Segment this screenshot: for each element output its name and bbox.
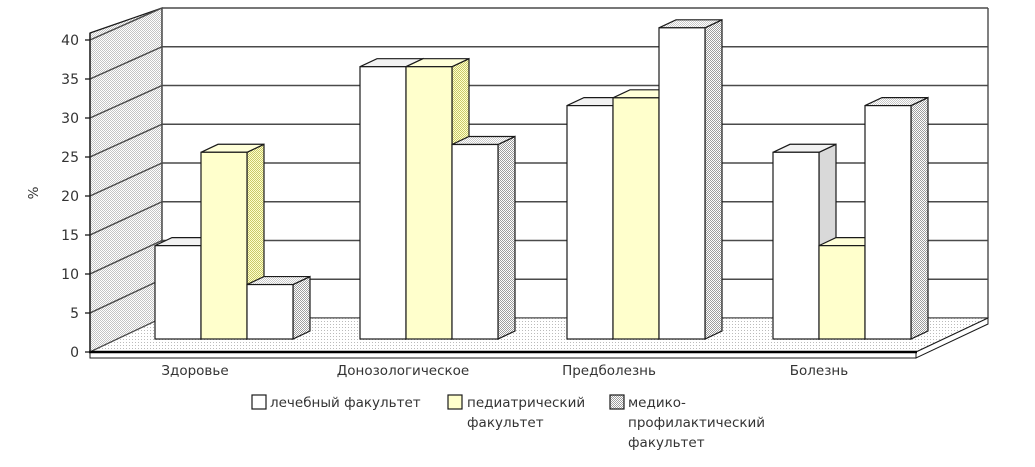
bar-front-face xyxy=(772,151,820,340)
chart-floor xyxy=(89,317,989,359)
y-tick-label: 35 xyxy=(61,72,79,88)
x-axis-labels: Здоровье Донозологическое Предболезнь Болез… xyxy=(161,363,848,379)
bar-side-face xyxy=(704,18,723,340)
category-label: Донозологическое xyxy=(337,363,470,379)
y-axis-title: % xyxy=(26,186,42,199)
bar-3-3 xyxy=(658,18,723,340)
bar-2-3 xyxy=(451,135,516,340)
floor-slab-side xyxy=(915,317,989,359)
chart-left-wall xyxy=(89,7,163,353)
legend-label: профилактический xyxy=(628,415,765,431)
bar-side-face xyxy=(292,275,311,340)
wall-gridline xyxy=(89,239,163,275)
y-tick-label: 25 xyxy=(61,150,79,166)
legend-label: медико- xyxy=(628,395,686,411)
y-tick-label: 15 xyxy=(61,228,79,244)
bar-front-face xyxy=(612,97,660,340)
y-tick-label: 30 xyxy=(61,111,79,127)
bar-4-3 xyxy=(864,96,929,340)
bar-front-face xyxy=(405,66,453,340)
bar-front-face xyxy=(818,245,866,340)
legend-label: факультет xyxy=(467,415,544,431)
wall-gridline xyxy=(89,7,163,41)
y-tick-label: 40 xyxy=(61,33,79,49)
y-tick-label: 20 xyxy=(61,189,79,205)
category-label: Здоровье xyxy=(161,363,228,379)
legend-item-1: лечебный факультет xyxy=(251,394,421,411)
legend-item-3: медико-профилактический факультет xyxy=(609,394,765,451)
legend: лечебный факультет педиатрический факульте… xyxy=(251,394,765,451)
legend-swatch xyxy=(447,394,463,410)
legend-swatch xyxy=(609,394,625,410)
bar-front-face xyxy=(359,66,407,340)
legend-swatch xyxy=(251,394,267,410)
bar-front-face xyxy=(451,143,499,340)
bar-front-face xyxy=(864,104,912,340)
legend-item-2: педиатрический факультет xyxy=(447,394,585,431)
y-tick-label: 5 xyxy=(70,306,79,322)
y-tick-label: 10 xyxy=(61,267,79,283)
wall-gridline xyxy=(89,201,163,236)
y-axis: 0 5 10 15 20 25 30 35 40 xyxy=(61,33,91,361)
bar-front-face xyxy=(246,283,294,340)
wall-gridline xyxy=(89,46,163,80)
category-label: Болезнь xyxy=(790,363,848,379)
bar-side-face xyxy=(497,135,516,340)
category-label: Предболезнь xyxy=(562,363,656,379)
bar-1-3 xyxy=(246,275,311,340)
bar-front-face xyxy=(154,245,202,340)
bar-side-face xyxy=(910,96,929,340)
wall-gridline xyxy=(89,162,163,197)
legend-label: факультет xyxy=(628,435,705,451)
legend-label: лечебный факультет xyxy=(270,395,421,411)
bars xyxy=(154,18,929,340)
bar-front-face xyxy=(200,151,248,340)
y-tick-label: 0 xyxy=(70,345,79,361)
bar-front-face xyxy=(566,104,614,340)
wall-gridline xyxy=(89,278,163,314)
legend-label: педиатрический xyxy=(467,395,585,411)
bar-front-face xyxy=(658,27,706,340)
wall-gridline xyxy=(89,123,163,158)
wall-gridline xyxy=(89,84,163,119)
